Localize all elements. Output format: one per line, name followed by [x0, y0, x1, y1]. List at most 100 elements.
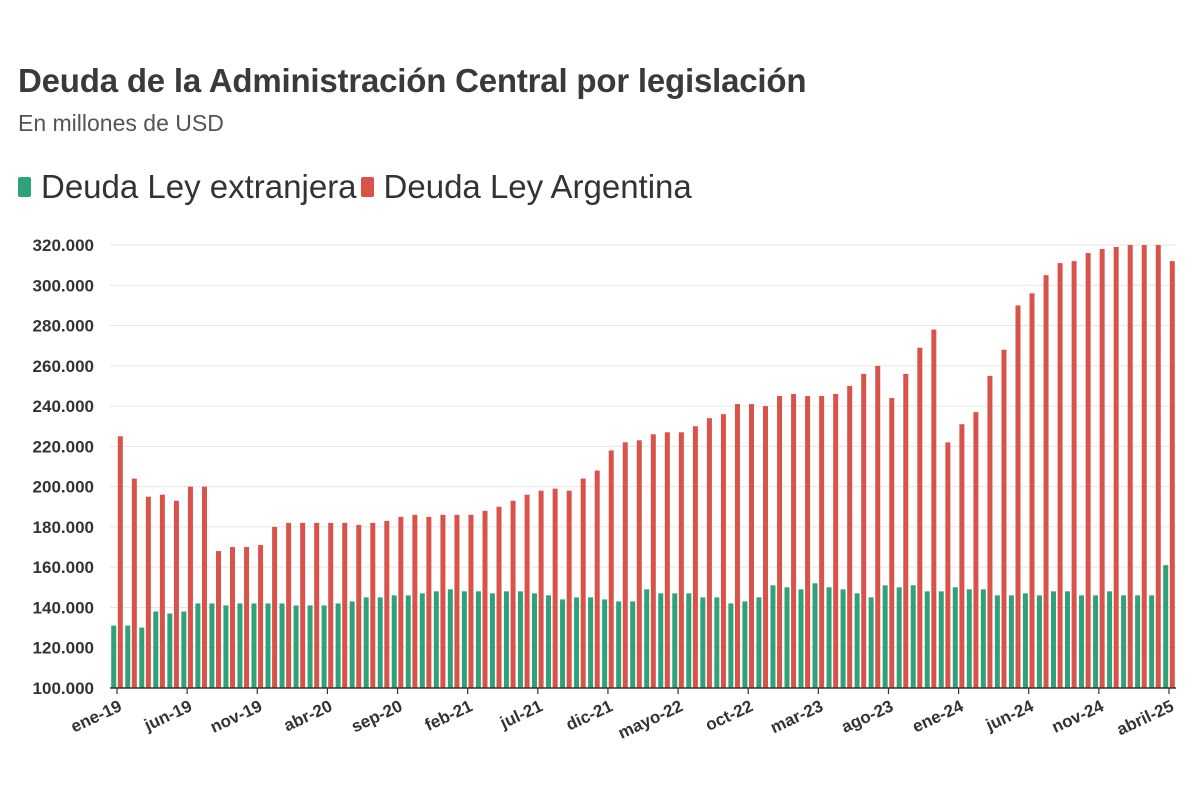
- bar-ley-extranjera: [1079, 595, 1085, 688]
- bar-ley-extranjera: [938, 591, 944, 688]
- legend-item-argentina[interactable]: Deuda Ley Argentina: [360, 168, 692, 206]
- bar-ley-argentina: [608, 450, 614, 688]
- bar-ley-argentina: [1001, 349, 1007, 688]
- x-tick-label: ago-23: [838, 696, 896, 736]
- bar-ley-argentina: [1141, 245, 1147, 688]
- bar-ley-argentina: [201, 486, 207, 688]
- bar-ley-extranjera: [503, 591, 509, 688]
- bar-ley-argentina: [622, 442, 628, 688]
- bar-ley-extranjera: [980, 589, 986, 688]
- y-tick-label: 160.000: [33, 558, 94, 577]
- bar-ley-argentina: [384, 520, 390, 688]
- bar-ley-argentina: [889, 398, 895, 688]
- bar-ley-extranjera: [756, 597, 762, 688]
- bar-ley-argentina: [819, 396, 825, 688]
- bar-ley-extranjera: [854, 593, 860, 688]
- bar-ley-extranjera: [391, 595, 397, 688]
- bar-ley-argentina: [370, 522, 376, 688]
- x-tick-label: dic-21: [563, 696, 616, 734]
- bar-ley-argentina: [917, 347, 923, 688]
- x-tick-label: jun-19: [141, 696, 195, 735]
- bar-ley-extranjera: [966, 589, 972, 688]
- bar-ley-argentina: [720, 414, 726, 688]
- bar-ley-extranjera: [994, 595, 1000, 688]
- bar-ley-extranjera: [1093, 595, 1099, 688]
- y-tick-label: 320.000: [33, 236, 94, 255]
- bar-ley-extranjera: [770, 585, 776, 688]
- bar-ley-extranjera: [167, 613, 173, 688]
- bar-ley-extranjera: [1107, 591, 1113, 688]
- x-tick-label: nov-19: [207, 696, 265, 736]
- bar-ley-extranjera: [896, 587, 902, 688]
- bar-ley-extranjera: [475, 591, 481, 688]
- legend-label-argentina: Deuda Ley Argentina: [383, 168, 692, 205]
- bar-ley-argentina: [272, 526, 278, 688]
- x-tick-label: nov-24: [1049, 696, 1107, 737]
- y-tick-label: 240.000: [33, 397, 94, 416]
- legend-swatch-extranjera: [18, 177, 31, 197]
- bar-ley-extranjera: [826, 587, 832, 688]
- y-tick-label: 200.000: [33, 478, 94, 497]
- chart-title: Deuda de la Administración Central por l…: [18, 62, 807, 99]
- bar-ley-extranjera: [1163, 565, 1169, 688]
- bar-ley-extranjera: [812, 583, 818, 688]
- bar-ley-extranjera: [1121, 595, 1127, 688]
- x-tick-label: sep-20: [348, 696, 405, 736]
- bar-ley-argentina: [1155, 245, 1161, 688]
- bar-ley-extranjera: [658, 593, 664, 688]
- bar-ley-argentina: [692, 426, 698, 688]
- y-tick-label: 120.000: [33, 639, 94, 658]
- bar-ley-argentina: [117, 436, 123, 688]
- bar-ley-extranjera: [517, 591, 523, 688]
- bar-ley-argentina: [1169, 261, 1175, 688]
- bar-ley-extranjera: [560, 599, 566, 688]
- bar-ley-argentina: [875, 365, 881, 688]
- bar-ley-extranjera: [195, 603, 201, 688]
- x-tick-label: abril-25: [1114, 696, 1177, 739]
- bar-ley-argentina: [258, 545, 264, 688]
- bar-ley-argentina: [903, 373, 909, 688]
- bar-ley-argentina: [286, 522, 292, 688]
- bar-ley-argentina: [805, 396, 811, 688]
- bar-ley-extranjera: [910, 585, 916, 688]
- bar-ley-extranjera: [377, 597, 383, 688]
- x-tick-label: oct-22: [702, 696, 755, 734]
- y-tick-label: 180.000: [33, 518, 94, 537]
- bar-ley-extranjera: [279, 603, 285, 688]
- bar-ley-argentina: [145, 496, 151, 688]
- bar-ley-argentina: [1057, 263, 1063, 688]
- bar-ley-extranjera: [433, 591, 439, 688]
- x-tick-label: ene-24: [909, 696, 966, 736]
- bar-ley-extranjera: [111, 625, 117, 688]
- y-tick-label: 100.000: [33, 679, 94, 698]
- legend-item-extranjera[interactable]: Deuda Ley extranjera: [18, 168, 357, 206]
- y-tick-label: 140.000: [33, 598, 94, 617]
- bar-ley-extranjera: [489, 593, 495, 688]
- bar-ley-extranjera: [321, 605, 327, 688]
- bar-ley-extranjera: [924, 591, 930, 688]
- bar-ley-argentina: [650, 434, 656, 688]
- bar-ley-extranjera: [447, 589, 453, 688]
- bar-ley-argentina: [749, 404, 754, 688]
- bar-ley-extranjera: [125, 625, 131, 688]
- bar-ley-extranjera: [139, 627, 145, 688]
- bar-ley-extranjera: [784, 587, 790, 688]
- bar-ley-extranjera: [588, 597, 594, 688]
- legend-swatch-argentina: [360, 177, 374, 197]
- bar-ley-argentina: [833, 394, 839, 688]
- bar-ley-extranjera: [742, 601, 748, 688]
- bar-ley-argentina: [973, 412, 979, 688]
- bar-ley-argentina: [987, 375, 993, 688]
- bar-ley-extranjera: [335, 603, 341, 688]
- bar-ley-argentina: [678, 432, 684, 688]
- bar-ley-extranjera: [630, 601, 636, 688]
- bar-ley-extranjera: [532, 593, 537, 688]
- bar-ley-argentina: [734, 404, 740, 688]
- bar-ley-argentina: [763, 406, 769, 688]
- bar-ley-extranjera: [644, 589, 650, 688]
- bar-ley-argentina: [426, 516, 432, 688]
- bar-ley-extranjera: [700, 597, 706, 688]
- bar-ley-extranjera: [349, 601, 355, 688]
- bar-ley-argentina: [342, 522, 348, 688]
- bar-ley-argentina: [706, 418, 712, 688]
